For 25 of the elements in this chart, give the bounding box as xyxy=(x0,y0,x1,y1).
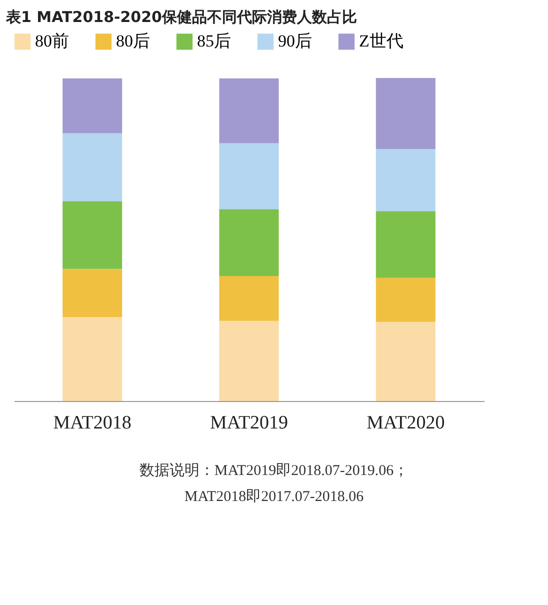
bar xyxy=(219,209,279,276)
bar xyxy=(62,133,122,202)
bar xyxy=(62,78,122,134)
x-tick-label: MAT2018 xyxy=(53,412,132,434)
bar xyxy=(376,322,436,401)
legend-label: 80后 xyxy=(116,32,150,51)
bar xyxy=(376,78,436,150)
text: 数据说明：MAT2019即2018.07-2019.06；MAT2018即2017.07-2018.06 xyxy=(138,462,410,507)
bar xyxy=(376,278,436,322)
legend-label: 85后 xyxy=(197,32,231,51)
bar xyxy=(62,317,122,401)
chart-title: 表1 MAT2018-2020保健品不同代际消费人数占比 xyxy=(5,7,358,27)
bar xyxy=(219,276,279,321)
bar xyxy=(62,268,122,318)
bar xyxy=(219,320,279,401)
bar xyxy=(376,149,436,212)
bar xyxy=(62,201,122,269)
legend-label: 90后 xyxy=(278,32,312,51)
x-tick-label: MAT2019 xyxy=(210,412,288,434)
bar xyxy=(219,78,279,144)
bar xyxy=(376,211,436,278)
legend-label: Z世代 xyxy=(359,32,404,51)
x-tick-label: MAT2020 xyxy=(366,412,445,434)
bar xyxy=(219,143,279,210)
legend-label: 80前 xyxy=(35,32,69,51)
